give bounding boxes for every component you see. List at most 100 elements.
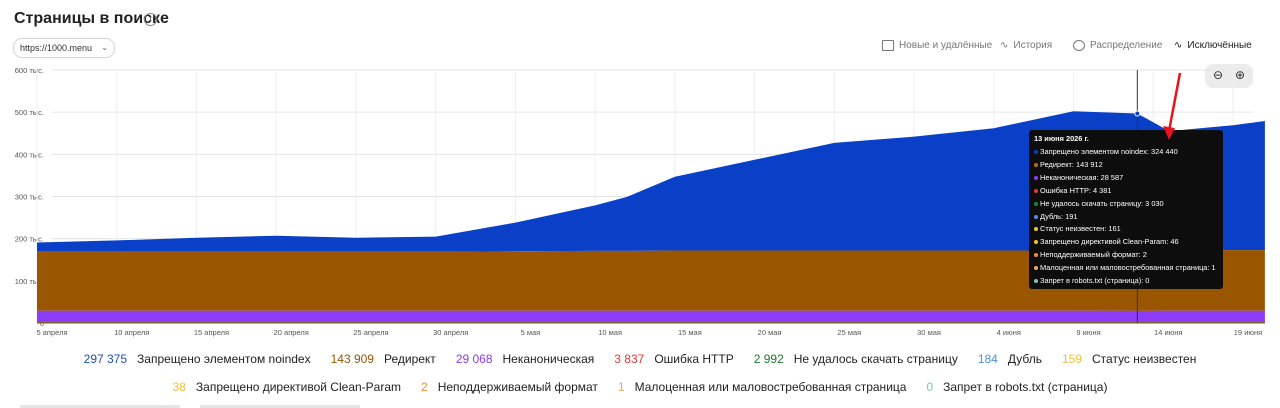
x-tick-label: 5 мая	[521, 328, 541, 337]
series-dot-icon	[1034, 214, 1038, 219]
legend-value: 38	[172, 380, 186, 394]
tooltip-row: Редирект: 143 912	[1034, 160, 1103, 169]
tooltip-row: Неканоническая: 28 587	[1034, 173, 1123, 182]
hover-point	[1134, 110, 1141, 117]
legend-label: Неканоническая	[502, 352, 595, 366]
x-tick-label: 20 апреля	[274, 328, 309, 337]
tab-history[interactable]: ∿ История	[1000, 40, 1052, 51]
legend-item[interactable]: 2 992 Не удалось скачать страницу	[754, 352, 958, 366]
pie-chart-icon	[1073, 40, 1085, 51]
table-icon	[882, 40, 894, 51]
y-tick-label: 300 тыс.	[15, 193, 44, 202]
tooltip-row-label: Запрещено директивой Clean-Param: 46	[1040, 237, 1179, 247]
hover-tooltip: 13 июня 2026 г. Запрещено элементом noin…	[1029, 130, 1223, 289]
x-tick-label: 25 апреля	[353, 328, 388, 337]
tooltip-date: 13 июня 2026 г.	[1034, 134, 1089, 143]
x-tick-label: 30 апреля	[433, 328, 468, 337]
tooltip-row: Малоценная или маловостребованная страни…	[1034, 263, 1216, 272]
divider	[200, 405, 360, 408]
tooltip-row: Запрещено элементом noindex: 324 440	[1034, 147, 1178, 156]
tooltip-row-label: Статус неизвестен: 161	[1040, 224, 1121, 234]
legend-item[interactable]: 159 Статус неизвестен	[1062, 352, 1196, 366]
tooltip-row-label: Неканоническая: 28 587	[1040, 172, 1124, 182]
legend-label: Не удалось скачать страницу	[793, 352, 958, 366]
legend-item[interactable]: 3 837 Ошибка HTTP	[614, 352, 733, 366]
x-tick-label: 20 мая	[758, 328, 782, 337]
x-tick-label: 30 мая	[917, 328, 941, 337]
x-tick-label: 14 июня	[1154, 328, 1182, 337]
line-chart-icon: ∿	[1000, 40, 1009, 51]
tab-label: Исключённые	[1187, 40, 1252, 51]
tab-excluded[interactable]: ∿ Исключённые	[1174, 40, 1252, 51]
excluded-pages-chart: 600 тыс. 500 тыс. 400 тыс. 300 тыс. 200 тыс.…	[15, 66, 1265, 337]
series-dot-icon	[1034, 162, 1038, 167]
legend-item[interactable]: 184 Дубль	[978, 352, 1042, 366]
zoom-out-icon[interactable]: ⊖	[1212, 68, 1224, 82]
area-series[interactable]	[37, 310, 1265, 323]
legend-label: Редирект	[383, 352, 436, 366]
area-series[interactable]	[37, 250, 1265, 311]
zoom-controls: ⊖ ⊕	[1205, 64, 1253, 88]
area-series[interactable]	[37, 111, 1265, 252]
series-dot-icon	[1034, 188, 1038, 193]
tooltip-row: Не удалось скачать страницу: 3 030	[1034, 199, 1164, 208]
series-dot-icon	[1034, 266, 1038, 271]
legend-value: 143 909	[330, 352, 374, 366]
tooltip-row: Статус неизвестен: 161	[1034, 224, 1121, 233]
series-dot-icon	[1034, 175, 1038, 180]
page-title: Страницы в поиске	[14, 10, 169, 27]
legend-value: 184	[977, 352, 998, 366]
legend-item[interactable]: 29 068 Неканоническая	[456, 352, 594, 366]
tooltip-row-label: Не удалось скачать страницу: 3 030	[1040, 198, 1164, 208]
legend-value: 0	[926, 380, 934, 394]
x-tick-label: 15 мая	[678, 328, 702, 337]
legend-value: 2 992	[753, 352, 784, 366]
legend-item[interactable]: 2 Неподдерживаемый формат	[421, 380, 598, 394]
series-dot-icon	[1034, 201, 1038, 206]
series-dot-icon	[1034, 279, 1038, 284]
series-dot-icon	[1034, 240, 1038, 245]
legend-value: 1	[617, 380, 625, 394]
legend-label: Неподдерживаемый формат	[437, 380, 598, 394]
legend-label: Запрещено директивой Clean-Param	[195, 380, 402, 394]
x-tick-label: 19 июня	[1234, 328, 1262, 337]
y-tick-label: 500 тыс.	[15, 108, 44, 117]
legend-label: Дубль	[1007, 352, 1042, 366]
legend-item[interactable]: 1 Малоценная или маловостребованная стран…	[618, 380, 907, 394]
zoom-in-icon[interactable]: ⊕	[1234, 68, 1246, 82]
tab-distribution[interactable]: Распределение	[1073, 40, 1162, 51]
x-tick-label: 4 июня	[997, 328, 1021, 337]
tooltip-row-label: Дубль: 191	[1040, 211, 1078, 221]
tooltip-row: Дубль: 191	[1034, 212, 1077, 221]
legend-value: 297 375	[83, 352, 128, 366]
legend-item[interactable]: 38 Запрещено директивой Clean-Param	[173, 380, 401, 394]
legend-label: Ошибка HTTP	[654, 352, 734, 366]
info-icon[interactable]: i	[144, 13, 157, 26]
legend-value: 29 068	[455, 352, 493, 366]
tooltip-row: Запрещено директивой Clean-Param: 46	[1034, 237, 1179, 246]
legend-label: Запрещено элементом noindex	[137, 352, 311, 366]
legend-value: 159	[1061, 352, 1082, 366]
tab-new-and-removed[interactable]: Новые и удалённые	[882, 40, 992, 51]
host-select-value: https://1000.menu	[20, 43, 93, 53]
legend-item[interactable]: 0 Запрет в robots.txt (страница)	[926, 380, 1107, 394]
legend-value: 2	[421, 380, 428, 394]
legend-item[interactable]: 297 375 Запрещено элементом noindex	[84, 352, 311, 366]
tooltip-row-label: Редирект: 143 912	[1040, 159, 1103, 169]
legend-item[interactable]: 143 909 Редирект	[331, 352, 436, 366]
legend-value: 3 837	[614, 352, 645, 366]
y-tick-label: 100 тыс.	[15, 277, 44, 286]
tooltip-row-label: Малоценная или маловостребованная страни…	[1040, 263, 1216, 273]
legend-row: 297 375 Запрещено элементом noindex 143 90…	[0, 352, 1280, 366]
tooltip-row: Запрет в robots.txt (страница): 0	[1034, 276, 1149, 285]
chevron-down-icon: ⌄	[101, 43, 109, 52]
y-tick-label: 200 тыс.	[15, 235, 44, 244]
tooltip-row-label: Запрещено элементом noindex: 324 440	[1040, 147, 1178, 156]
tab-label: История	[1013, 40, 1053, 51]
host-select[interactable]: https://1000.menu ⌄	[13, 38, 116, 58]
x-tick-label: 15 апреля	[194, 328, 229, 337]
x-tick-label: 10 апреля	[114, 328, 149, 337]
legend-label: Статус неизвестен	[1092, 352, 1197, 366]
x-tick-label: 10 мая	[598, 328, 622, 337]
legend-label: Малоценная или маловостребованная страни…	[634, 380, 907, 394]
